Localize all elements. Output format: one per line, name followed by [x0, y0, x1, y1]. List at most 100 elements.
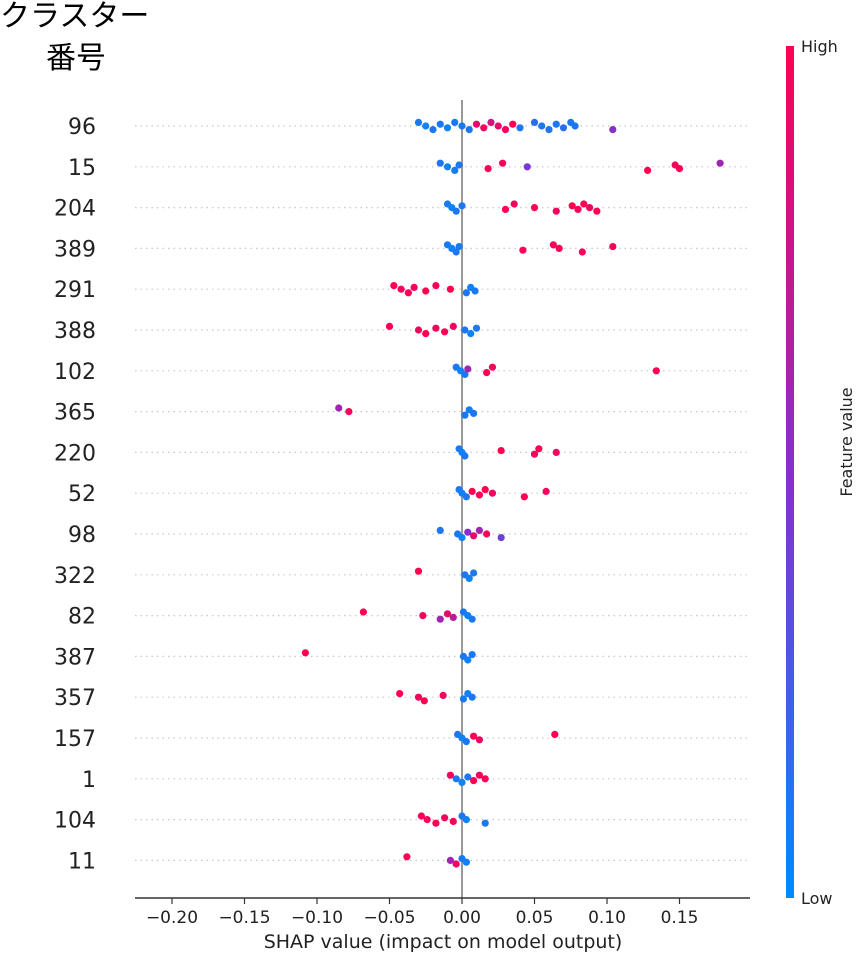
y-tick-98: 98 [68, 523, 96, 548]
point-96-12 [501, 126, 510, 134]
point-157-2 [462, 738, 470, 746]
point-102-3 [464, 365, 472, 373]
point-11-4 [462, 858, 470, 866]
point-52-7 [520, 493, 528, 501]
gridlines [135, 125, 750, 862]
x-tick-label-7: 0.15 [661, 908, 699, 928]
point-291-1 [397, 285, 405, 293]
point-52-8 [542, 487, 550, 495]
point-96-22 [609, 126, 617, 134]
y-tick-1: 1 [82, 768, 96, 793]
point-220-3 [497, 447, 505, 455]
point-357-4 [459, 695, 468, 703]
point-291-3 [410, 283, 418, 291]
colorbar-title: Feature value [837, 387, 856, 496]
point-82-1 [419, 612, 427, 620]
y-tick-387: 387 [54, 645, 96, 670]
point-96-9 [480, 124, 488, 132]
y-tick-157: 157 [54, 727, 96, 752]
x-tick-label-4: 0.00 [443, 908, 481, 928]
point-96-8 [472, 120, 481, 128]
point-291-2 [404, 289, 412, 297]
point-291-0 [390, 282, 398, 290]
point-96-15 [530, 118, 539, 126]
point-291-7 [462, 289, 470, 297]
y-tick-15: 15 [68, 156, 96, 181]
point-1-1 [452, 775, 460, 783]
point-388-4 [441, 328, 449, 336]
point-96-2 [429, 126, 437, 134]
x-tick-label-0: −0.20 [146, 908, 198, 928]
point-357-1 [414, 693, 423, 701]
point-82-0 [359, 608, 367, 616]
point-1-4 [470, 777, 478, 785]
colorbar-high-label: High [801, 37, 838, 56]
point-82-7 [468, 615, 476, 623]
point-96-11 [494, 122, 502, 130]
point-388-3 [432, 324, 440, 332]
point-82-2 [436, 615, 444, 623]
x-tick-labels: −0.20 −0.15 −0.10 −0.05 0.00 0.05 0.10 0.15 [146, 898, 698, 928]
point-96-0 [414, 118, 423, 126]
point-98-2 [458, 534, 466, 542]
point-388-5 [449, 322, 457, 330]
point-96-1 [422, 122, 430, 130]
y-tick-220: 220 [54, 441, 96, 466]
point-96-5 [451, 118, 459, 126]
point-389-7 [578, 248, 586, 256]
point-322-3 [470, 569, 478, 577]
point-52-6 [488, 489, 497, 497]
point-322-2 [465, 574, 473, 583]
y-axis-title-line2: 番号 [46, 41, 106, 76]
point-96-21 [571, 122, 579, 130]
point-365-0 [335, 404, 343, 412]
point-96-19 [559, 124, 568, 132]
point-1-5 [475, 771, 483, 779]
point-1-6 [481, 775, 489, 783]
point-204-10 [580, 200, 588, 208]
x-axis-label: SHAP value (impact on model output) [264, 931, 623, 953]
point-102-2 [461, 370, 469, 378]
x-tick-label-3: −0.05 [363, 908, 415, 928]
x-tick-label-1: −0.15 [218, 908, 270, 928]
y-tick-104: 104 [54, 809, 96, 834]
point-15-2 [451, 166, 459, 174]
point-204-12 [593, 207, 601, 215]
point-389-5 [549, 241, 557, 249]
y-tick-388: 388 [54, 319, 96, 344]
y-tick-102: 102 [54, 360, 96, 385]
point-15-6 [523, 163, 531, 171]
point-15-1 [443, 163, 452, 171]
point-15-7 [644, 166, 652, 174]
colorbar [786, 46, 794, 898]
point-291-5 [432, 282, 440, 290]
point-15-9 [675, 165, 684, 173]
point-388-8 [472, 324, 481, 332]
y-tick-96: 96 [68, 115, 96, 140]
point-204-11 [586, 204, 594, 212]
point-98-5 [475, 526, 483, 535]
x-tick-label-2: −0.10 [291, 908, 343, 928]
point-389-3 [455, 243, 463, 251]
point-1-2 [458, 778, 466, 787]
point-104-7 [481, 819, 489, 827]
point-104-4 [449, 817, 457, 826]
point-98-7 [497, 534, 505, 542]
point-82-3 [443, 610, 452, 618]
point-357-0 [396, 690, 404, 698]
point-96-10 [487, 118, 495, 126]
y-tick-365: 365 [54, 401, 96, 426]
y-tick-52: 52 [68, 482, 96, 507]
y-tick-11: 11 [68, 849, 96, 874]
point-96-6 [458, 122, 466, 130]
y-tick-357: 357 [54, 686, 96, 711]
point-204-2 [452, 207, 460, 215]
x-tick-label-5: 0.05 [516, 908, 554, 928]
point-1-3 [464, 773, 472, 781]
point-365-1 [345, 408, 353, 416]
point-52-3 [468, 487, 476, 495]
y-tick-291: 291 [54, 278, 96, 303]
point-96-14 [516, 124, 524, 132]
point-204-4 [501, 205, 510, 213]
point-15-0 [436, 159, 444, 167]
